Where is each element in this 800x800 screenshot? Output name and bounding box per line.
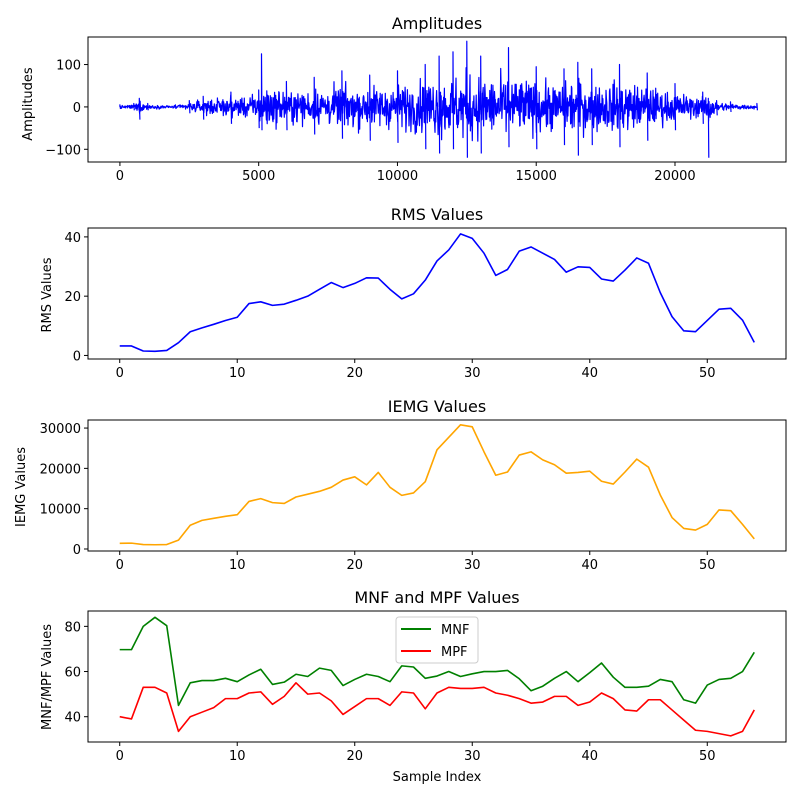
legend-mnf-label: MNF [441, 623, 469, 638]
iemg-xtick-label: 30 [464, 558, 481, 573]
mnf-mpf-panel: MNF and MPF Values MNF/MPF Values Sample… [40, 588, 787, 785]
iemg-series-iemg-line [119, 424, 755, 546]
mnf-mpf-ytick-label: 80 [64, 620, 81, 635]
iemg-xtick-label: 50 [699, 558, 716, 573]
mnf-mpf-series-mpf-line [119, 682, 755, 737]
rms-ticks: 0 10 20 30 40 50 0 20 40 [64, 231, 715, 381]
mnf-mpf-plot-frame [87, 610, 787, 743]
iemg-plot-frame [87, 419, 787, 552]
amplitudes-ticks: 0 5000 10000 15000 20000 −100 0 100 [45, 59, 695, 184]
amplitudes-marks [119, 40, 758, 158]
mnf-mpf-xtick-label: 10 [229, 749, 246, 764]
rms-xtick-label: 40 [581, 366, 598, 381]
iemg-ticks: 0 10 20 30 40 50 0 10000 20000 30000 [40, 422, 716, 573]
amplitudes-xtick-label: 0 [116, 169, 124, 184]
mnf-mpf-series-mnf-line [119, 616, 755, 707]
rms-xtick-label: 10 [229, 366, 246, 381]
amplitudes-series-amplitudes-line [119, 40, 758, 158]
mnf-mpf-xtick-label: 40 [581, 749, 598, 764]
rms-ytick-label: 40 [64, 231, 81, 246]
x-axis-label: Sample Index [393, 770, 482, 785]
rms-ytick-label: 0 [73, 349, 81, 364]
mnf-mpf-xtick-label: 50 [699, 749, 716, 764]
amplitudes-title: Amplitudes [392, 14, 482, 33]
amplitudes-ytick-label: 0 [73, 101, 81, 116]
rms-xtick-label: 0 [116, 366, 124, 381]
amplitudes-xtick-label: 10000 [377, 169, 418, 184]
iemg-xtick-label: 0 [116, 558, 124, 573]
rms-xtick-label: 50 [699, 366, 716, 381]
amplitudes-xtick-label: 5000 [242, 169, 275, 184]
amplitudes-xtick-label: 20000 [654, 169, 695, 184]
rms-ylabel: RMS Values [40, 257, 55, 332]
mnf-mpf-title: MNF and MPF Values [354, 588, 519, 607]
iemg-marks [119, 424, 755, 546]
rms-marks [119, 233, 755, 353]
rms-plot-frame [87, 227, 787, 360]
amplitudes-ylabel: Amplitudes [21, 67, 36, 141]
rms-xtick-label: 20 [346, 366, 363, 381]
rms-xtick-label: 30 [464, 366, 481, 381]
mnf-mpf-marks [119, 616, 755, 737]
amplitudes-ytick-label: 100 [56, 59, 81, 74]
iemg-xtick-label: 40 [581, 558, 598, 573]
iemg-title: IEMG Values [388, 397, 486, 416]
amplitudes-plot-frame [87, 36, 787, 163]
amplitudes-panel: Amplitudes Amplitudes 0 5000 10000 15000 200… [21, 14, 787, 184]
mnf-mpf-xtick-label: 30 [464, 749, 481, 764]
mnf-mpf-ylabel: MNF/MPF Values [40, 624, 55, 730]
iemg-ylabel: IEMG Values [14, 447, 29, 527]
amplitudes-ytick-label: −100 [45, 143, 81, 158]
rms-series-rms-line [119, 233, 755, 353]
iemg-ytick-label: 30000 [40, 422, 81, 437]
mnf-mpf-xtick-label: 20 [346, 749, 363, 764]
iemg-xtick-label: 10 [229, 558, 246, 573]
iemg-ytick-label: 0 [73, 543, 81, 558]
mnf-mpf-ticks: 0 10 20 30 40 50 40 60 80 [64, 620, 715, 764]
iemg-ytick-label: 10000 [40, 503, 81, 518]
mnf-mpf-xtick-label: 0 [116, 749, 124, 764]
iemg-panel: IEMG Values IEMG Values 0 10 20 30 40 50 0 1000… [14, 397, 787, 573]
amplitudes-xtick-label: 15000 [516, 169, 557, 184]
legend-mpf-label: MPF [441, 645, 468, 660]
rms-panel: RMS Values RMS Values 0 10 20 30 40 50 0 20 40 [40, 205, 787, 381]
iemg-xtick-label: 20 [346, 558, 363, 573]
mnf-mpf-ytick-label: 40 [64, 711, 81, 726]
iemg-ytick-label: 20000 [40, 462, 81, 477]
rms-title: RMS Values [391, 205, 483, 224]
mnf-mpf-ytick-label: 60 [64, 666, 81, 681]
legend: MNF MPF [395, 616, 479, 664]
rms-ytick-label: 20 [64, 290, 81, 305]
